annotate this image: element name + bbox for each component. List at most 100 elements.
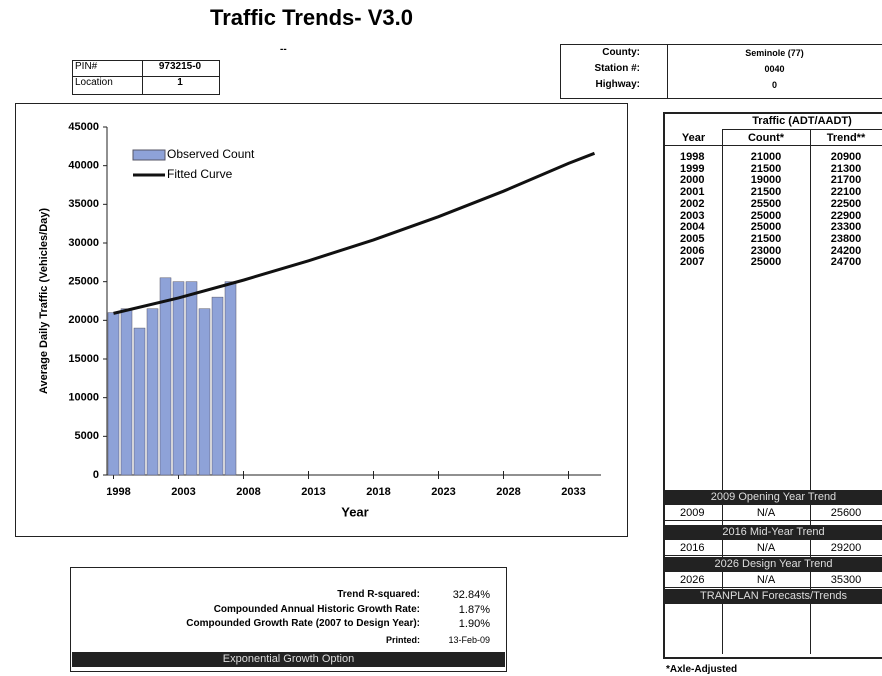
- table-cell: 23800: [830, 232, 862, 245]
- table-cell: 2003: [680, 209, 705, 222]
- y-tick-label: 20000: [68, 314, 99, 326]
- x-tick-label: 2013: [301, 486, 325, 498]
- stat-label: Trend R-squared:: [337, 589, 420, 600]
- table-cell: 22900: [830, 209, 862, 222]
- stat-label: Compounded Annual Historic Growth Rate:: [213, 603, 420, 615]
- fitted-line: [113, 151, 596, 315]
- station-box: [560, 44, 882, 99]
- section-cell: N/A: [756, 507, 776, 519]
- table-cell: 2005: [680, 232, 705, 245]
- station-label: Station #:: [594, 63, 640, 74]
- section-cell: 29200: [830, 542, 862, 554]
- table-group-header: Traffic (ADT/AADT): [752, 115, 852, 127]
- section-cell: N/A: [756, 542, 776, 554]
- station-label: County:: [602, 47, 640, 58]
- section-cell: 35300: [830, 574, 862, 586]
- table-cell: 21500: [750, 232, 782, 245]
- title: Traffic Trends- V3.0: [210, 5, 413, 30]
- bar: [159, 277, 172, 476]
- bar: [185, 281, 198, 476]
- table-cell: 22500: [830, 197, 862, 210]
- table-cell: 25500: [750, 197, 782, 210]
- table-cell: 1998: [680, 151, 705, 163]
- divider: [72, 76, 219, 77]
- bar: [133, 327, 146, 476]
- stat-value: 32.84%: [452, 589, 490, 601]
- column-header: Year: [681, 132, 706, 144]
- table-cell: 2002: [680, 197, 705, 210]
- pin-value: 1: [177, 77, 183, 88]
- section-title: 2009 Opening Year Trend: [665, 490, 882, 505]
- x-tick-label: 1998: [106, 486, 130, 498]
- table-cell: 21500: [750, 186, 782, 199]
- y-tick-label: 40000: [68, 160, 99, 172]
- divider: [722, 129, 723, 654]
- y-tick-label: 15000: [68, 353, 99, 365]
- section-cell: 2016: [680, 542, 705, 554]
- divider: [665, 587, 882, 588]
- station-value: 0: [771, 80, 777, 90]
- divider: [810, 129, 811, 654]
- table-cell: 2007: [680, 256, 705, 269]
- section-cell: 2009: [680, 507, 705, 519]
- table-cell: 21300: [830, 162, 862, 175]
- divider: [722, 129, 882, 130]
- table-cell: 22100: [830, 186, 862, 199]
- pin-label: Location: [75, 77, 113, 88]
- table-cell: 1999: [680, 162, 705, 175]
- x-tick-label: 2008: [236, 486, 260, 498]
- y-tick-label: 0: [93, 469, 99, 481]
- bar: [146, 308, 159, 476]
- station-label: Highway:: [595, 79, 640, 90]
- divider: [665, 555, 882, 556]
- column-header: Trend**: [826, 132, 866, 144]
- y-tick-label: 45000: [68, 121, 99, 133]
- section-title: 2026 Design Year Trend: [665, 557, 882, 572]
- column-header: Count*: [747, 132, 785, 144]
- footnote: *Axle-Adjusted: [666, 664, 738, 675]
- legend-label: Observed Count: [167, 147, 255, 161]
- divider: [665, 520, 882, 521]
- station-value: Seminole (77): [745, 48, 804, 58]
- table-cell: 2006: [680, 244, 705, 257]
- pin-label: PIN#: [75, 61, 98, 72]
- printed-value: 13-Feb-09: [448, 635, 490, 645]
- x-tick-label: 2033: [561, 486, 585, 498]
- x-tick-label: 2003: [171, 486, 195, 498]
- x-axis-label: Year: [341, 504, 368, 519]
- legend-label: Fitted Curve: [167, 167, 233, 181]
- section-cell: 25600: [830, 507, 862, 519]
- section-cell: N/A: [756, 574, 776, 586]
- section-title: 2016 Mid-Year Trend: [665, 525, 882, 540]
- table-cell: 25000: [750, 209, 782, 222]
- bar: [172, 281, 185, 476]
- table-cell: 2001: [680, 186, 705, 199]
- bar: [211, 296, 224, 476]
- chart-frame: [15, 103, 628, 537]
- table-cell: 24700: [830, 256, 862, 269]
- station-value: 0040: [764, 64, 785, 74]
- divider: [142, 60, 143, 94]
- y-tick-label: 10000: [68, 392, 99, 404]
- y-tick-label: 25000: [68, 276, 99, 288]
- stats-footer: Exponential Growth Option: [72, 652, 505, 667]
- x-tick-label: 2023: [431, 486, 455, 498]
- table-cell: 25000: [750, 221, 782, 234]
- stats-box: [70, 567, 507, 672]
- stat-value: 1.90%: [458, 618, 490, 630]
- legend-swatch: [132, 149, 166, 161]
- pin-value: 973215-0: [158, 61, 202, 72]
- table-cell: 21500: [750, 162, 782, 175]
- divider: [665, 145, 882, 146]
- table-cell: 20900: [830, 151, 862, 163]
- bar: [107, 312, 120, 476]
- table-cell: 23000: [750, 244, 782, 257]
- table-frame: [663, 112, 882, 659]
- section-cell: 2026: [680, 574, 705, 586]
- bar: [120, 308, 133, 476]
- y-tick-label: 30000: [68, 237, 99, 249]
- table-cell: 25000: [750, 256, 782, 269]
- table-cell: 23300: [830, 221, 862, 234]
